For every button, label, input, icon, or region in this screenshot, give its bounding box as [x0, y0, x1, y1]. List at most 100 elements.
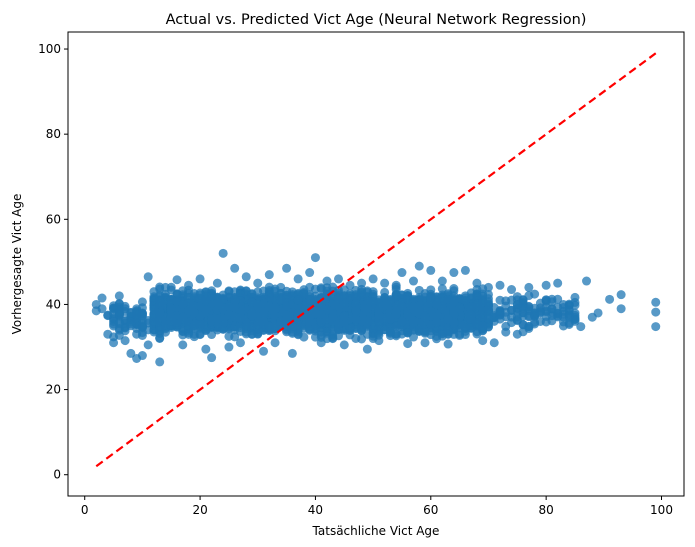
data-point	[495, 280, 505, 290]
data-point	[357, 278, 367, 288]
data-point	[189, 321, 199, 331]
data-point	[189, 332, 199, 342]
data-point	[310, 253, 320, 263]
data-point	[247, 329, 257, 339]
data-point	[362, 344, 372, 354]
data-point	[184, 280, 194, 290]
data-point	[547, 304, 557, 314]
data-point	[605, 294, 615, 304]
data-point	[582, 276, 592, 286]
data-point	[593, 308, 603, 318]
data-point	[512, 299, 522, 309]
reference-line	[95, 52, 657, 468]
data-point	[247, 297, 257, 307]
data-point	[143, 340, 153, 350]
data-point	[420, 338, 430, 348]
data-point	[218, 248, 228, 258]
data-point	[149, 305, 159, 315]
data-point	[478, 289, 488, 299]
data-point	[276, 316, 286, 326]
data-point	[195, 274, 205, 284]
y-tick-label: 0	[53, 468, 61, 482]
data-point	[109, 301, 119, 311]
data-point	[391, 307, 401, 317]
data-point	[489, 338, 499, 348]
data-point	[616, 304, 626, 314]
data-point	[420, 312, 430, 322]
data-point	[287, 348, 297, 358]
data-point	[212, 314, 222, 324]
data-point	[339, 311, 349, 321]
data-point	[143, 272, 153, 282]
data-point	[576, 322, 586, 332]
data-point	[460, 265, 470, 275]
x-tick-label: 20	[192, 503, 207, 517]
data-point	[247, 289, 257, 299]
data-point	[414, 261, 424, 271]
data-point	[178, 299, 188, 309]
data-point	[374, 336, 384, 346]
data-point	[264, 270, 274, 280]
data-points	[91, 248, 661, 367]
data-point	[247, 311, 257, 321]
data-point	[212, 298, 222, 308]
data-point	[553, 278, 563, 288]
data-point	[97, 304, 107, 314]
x-tick-label: 60	[423, 503, 438, 517]
data-point	[120, 336, 130, 346]
data-point	[408, 302, 418, 312]
data-point	[316, 338, 326, 348]
data-point	[201, 305, 211, 315]
data-point	[109, 338, 119, 348]
data-point	[651, 307, 661, 317]
y-tick-label: 20	[46, 383, 61, 397]
data-point	[391, 280, 401, 290]
data-point	[495, 308, 505, 318]
data-point	[120, 304, 130, 314]
data-point	[449, 284, 459, 293]
data-point	[483, 282, 493, 292]
data-point	[455, 304, 465, 314]
data-point	[293, 274, 303, 284]
data-point	[507, 285, 517, 295]
data-point	[114, 291, 124, 301]
data-point	[207, 353, 217, 363]
data-point	[160, 282, 170, 292]
data-point	[103, 329, 113, 339]
x-tick-label: 40	[308, 503, 323, 517]
data-point	[316, 302, 326, 312]
data-point	[114, 330, 124, 340]
data-point	[443, 326, 453, 336]
data-point	[97, 293, 107, 303]
data-point	[259, 316, 269, 326]
data-point	[184, 293, 194, 303]
data-point	[189, 301, 199, 311]
data-point	[368, 274, 378, 284]
data-point	[282, 310, 292, 320]
data-point	[432, 317, 442, 327]
data-point	[524, 282, 534, 292]
data-point	[305, 316, 315, 326]
data-point	[270, 304, 280, 314]
data-point	[472, 278, 482, 288]
data-point	[189, 308, 199, 318]
data-point	[385, 327, 395, 337]
data-point	[570, 314, 580, 324]
data-point	[362, 304, 372, 314]
data-point	[276, 295, 286, 305]
data-point	[455, 329, 465, 339]
data-point	[328, 312, 338, 322]
data-point	[385, 295, 395, 305]
data-point	[351, 314, 361, 324]
data-point	[305, 268, 315, 278]
data-point	[224, 302, 234, 312]
x-tick-label: 100	[650, 503, 673, 517]
data-point	[166, 304, 176, 314]
data-point	[224, 342, 234, 352]
data-point	[437, 276, 447, 286]
data-point	[368, 324, 378, 334]
x-axis-label: Tatsächliche Vict Age	[312, 524, 440, 538]
data-point	[132, 329, 142, 339]
data-point	[310, 308, 320, 318]
data-point	[230, 263, 240, 273]
